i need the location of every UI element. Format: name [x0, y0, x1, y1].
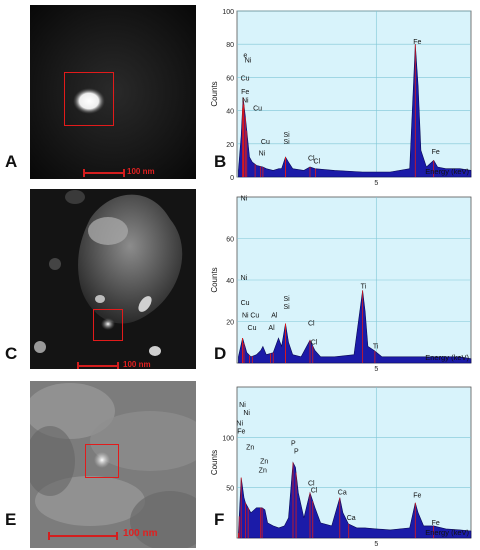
scale-bar-c: [77, 362, 119, 369]
y-tick-label: 40: [226, 278, 234, 285]
peak-label: Cl: [308, 481, 315, 488]
peak-label: Cl: [311, 339, 318, 346]
peak-label: Ni: [239, 402, 246, 409]
roi-box-e: [85, 444, 119, 478]
y-tick-label: 60: [226, 237, 234, 244]
peak-label: Cu: [253, 106, 262, 113]
panel-letter-c: C: [5, 344, 18, 363]
peak-label: Ni: [242, 97, 249, 104]
peak-label: Cu: [261, 139, 270, 146]
eds-spectrum-b: 0204060801005FeFeFeNiCuNieCuCuNiSiSiClCl…: [210, 9, 472, 187]
peak-label: Fe: [241, 89, 249, 96]
peak-label: Al: [268, 325, 275, 332]
panel-letter-a: A: [5, 152, 18, 171]
peak-label: Si: [283, 296, 290, 303]
y-tick-label: 40: [226, 109, 234, 116]
y-tick-label: 100: [222, 9, 234, 16]
spectrum-area: [238, 290, 472, 364]
peak-label: Cl: [314, 159, 321, 166]
panel-letter-b: B: [214, 152, 227, 171]
peak-label: Cu: [248, 325, 257, 332]
particle-e: [94, 452, 110, 468]
roi-box-a: [64, 72, 114, 126]
x-tick-label: 5: [374, 541, 378, 548]
panel-letter-e: E: [5, 510, 17, 529]
peak-label: Cu: [250, 312, 259, 319]
micrograph-c: 100 nm: [30, 189, 196, 369]
peak-label: Ni: [241, 195, 248, 202]
x-axis-label: Energy (keV): [425, 353, 469, 362]
peak-label: Cu: [241, 300, 250, 307]
peak-label: Ni: [242, 312, 249, 319]
peak-label: Cl: [308, 321, 315, 328]
peak-label: Ni: [236, 420, 243, 427]
plot-area: [236, 386, 472, 539]
peak-label: Ti: [361, 283, 367, 290]
x-tick-label: 5: [374, 366, 378, 373]
y-axis-label: Counts: [210, 450, 219, 475]
roi-box-c: [93, 309, 123, 341]
peak-label: e: [243, 52, 247, 59]
peak-label: Fe: [432, 149, 440, 156]
scale-label-e: 100 nm: [123, 528, 158, 539]
peak-label: Si: [283, 304, 290, 311]
peak-label: Ni: [241, 275, 248, 282]
plot-area: [236, 10, 472, 178]
peak-label: Si: [283, 132, 290, 139]
y-tick-label: 20: [226, 142, 234, 149]
peak-label: Cl: [311, 488, 318, 495]
peak-label: Ti: [373, 343, 379, 350]
peak-label: Cu: [241, 76, 250, 83]
spectrum-area: [238, 44, 472, 178]
y-axis-label: Counts: [210, 81, 219, 106]
particle-a: [73, 88, 105, 114]
peak-label: Ca: [347, 515, 356, 522]
peak-label: Fe: [413, 493, 421, 500]
peak-label: Fe: [237, 428, 245, 435]
spectrum-area: [238, 461, 472, 539]
peak-label: Zn: [259, 468, 267, 475]
scale-label-c: 100 nm: [123, 360, 151, 369]
peak-label: Cl: [308, 155, 315, 162]
x-axis-label: Energy (keV): [425, 167, 469, 176]
peak-label: Fe: [413, 39, 421, 46]
peak-label: Ca: [338, 490, 347, 497]
y-tick-label: 80: [226, 42, 234, 49]
x-axis-label: Energy (keV): [425, 528, 469, 537]
particle-c: [101, 318, 115, 330]
micrograph-e-image: [30, 381, 196, 548]
x-tick-label: 5: [374, 180, 378, 187]
peak-label: Al: [271, 312, 278, 319]
y-tick-label: 100: [222, 435, 234, 442]
micrograph-a: 100 nm: [30, 5, 196, 179]
y-tick-label: 50: [226, 486, 234, 493]
y-tick-label: 20: [226, 320, 234, 327]
peak-label: Si: [283, 139, 290, 146]
y-tick-label: 0: [230, 175, 234, 182]
scale-bar-e: [48, 532, 118, 540]
peak-label: Ni: [245, 57, 252, 64]
peak-label: Fe: [432, 520, 440, 527]
panel-letter-d: D: [214, 344, 227, 363]
y-tick-label: 60: [226, 75, 234, 82]
peak-label: P: [294, 448, 299, 455]
peak-label: Ni: [259, 150, 266, 157]
micrograph-e: 100 nm: [30, 381, 196, 548]
peak-label: Zn: [246, 444, 254, 451]
peak-label: Ni: [243, 410, 250, 417]
peak-label: Zn: [260, 459, 268, 466]
scale-bar-a: [83, 169, 125, 177]
micrograph-c-image: [30, 189, 196, 369]
peak-label: P: [291, 440, 296, 447]
scale-label-a: 100 nm: [127, 167, 155, 176]
y-axis-label: Counts: [210, 267, 219, 292]
panel-letter-f: F: [214, 510, 225, 529]
